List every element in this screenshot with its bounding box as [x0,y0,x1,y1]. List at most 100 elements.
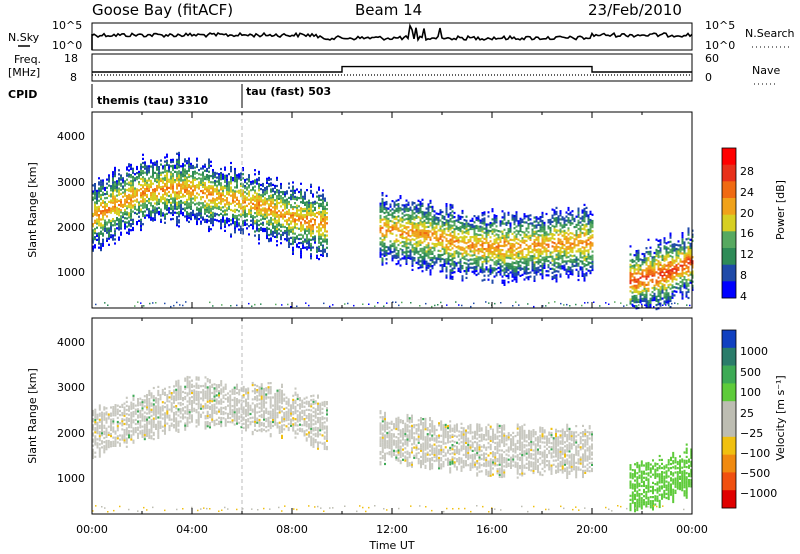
power-echo-1 [395,256,398,259]
power-echo-0 [106,227,108,230]
power-echo-0 [142,210,144,214]
power-echo-2 [629,271,632,274]
power-echo-0 [264,203,266,206]
power-echo-1 [421,231,424,234]
power-echo-1 [569,219,572,222]
power-echo-0 [150,214,152,217]
power-echo-1 [535,248,538,252]
power-echo-0 [140,194,142,197]
power-echo-1 [489,252,492,255]
power-echo-1 [469,219,472,222]
power-echo-1 [541,238,544,241]
power-echo-1 [431,250,434,253]
power-echo-1 [439,254,442,257]
power-echo-0 [206,190,208,193]
power-echo-0 [230,178,232,181]
power-echo-0 [202,185,204,188]
power-echo-1 [487,248,490,251]
power-echo-1 [399,229,402,232]
power-echo-1 [473,233,476,236]
power-echo-0 [258,185,260,188]
power-echo-1 [589,241,592,244]
power-echo-0 [184,186,186,189]
power-echo-1 [393,205,396,208]
power-echo-0 [184,174,186,177]
power-echo-1 [427,205,430,208]
power-echo-1 [393,256,396,259]
power-echo-0 [266,177,268,180]
power-echo-1 [385,225,388,228]
power-echo-0 [162,212,164,215]
power-echo-0 [234,172,236,175]
power-echo-0 [186,186,188,189]
power-echo-0 [264,207,266,210]
power-echo-1 [475,224,478,228]
power-echo-1 [451,253,454,256]
power-echo-1 [585,206,588,209]
power-echo-0 [172,217,174,221]
power-echo-0 [326,238,328,241]
power-echo-1 [467,259,470,262]
power-echo-1 [535,273,538,276]
power-echo-1 [409,214,412,217]
power-echo-2 [659,290,662,293]
power-echo-2 [681,248,684,251]
power-echo-0 [204,204,206,207]
power-echo-1 [411,201,414,204]
power-echo-0 [270,196,272,199]
power-echo-1 [591,230,594,233]
power-echo-0 [146,165,148,168]
power-echo-2 [669,306,672,309]
power-echo-0 [138,205,140,208]
power-echo-2 [677,268,680,271]
power-echo-0 [264,199,266,202]
power-echo-1 [525,262,528,265]
power-echo-0 [172,207,174,210]
power-echo-1 [465,227,468,230]
power-echo-1 [421,255,424,258]
power-echo-1 [431,209,434,213]
power-echo-0 [290,198,292,201]
power-echo-1 [589,237,592,240]
power-echo-0 [236,208,238,212]
power-echo-0 [206,176,208,179]
power-echo-2 [647,238,650,241]
power-echo-0 [140,163,142,166]
power-echo-0 [116,182,118,185]
power-echo-0 [146,167,148,170]
power-echo-1 [565,235,568,239]
power-echo-0 [146,208,148,211]
power-echo-2 [683,263,686,267]
power-echo-0 [266,216,268,219]
power-echo-1 [555,249,558,252]
power-echo-2 [643,293,646,296]
power-echo-1 [379,206,382,209]
power-echo-0 [162,177,164,180]
power-echo-1 [397,262,400,265]
power-echo-2 [631,291,634,294]
power-echo-0 [210,211,212,214]
power-echo-0 [242,211,244,215]
power-echo-1 [515,268,518,271]
power-echo-1 [555,278,558,281]
power-echo-0 [120,211,122,214]
power-echo-0 [94,195,96,198]
power-echo-1 [579,231,582,234]
power-echo-0 [228,218,230,221]
power-echo-0 [180,175,182,178]
power-echo-0 [264,193,266,196]
power-echo-1 [543,234,546,237]
power-echo-0 [160,200,162,203]
power-echo-1 [421,225,424,228]
power-echo-1 [525,239,528,242]
power-echo-1 [533,253,536,256]
power-echo-1 [565,250,568,253]
power-echo-0 [246,198,248,201]
power-echo-1 [539,234,542,237]
power-echo-0 [222,194,224,197]
power-echo-2 [633,272,636,275]
power-echo-1 [583,252,586,255]
power-echo-1 [465,215,468,218]
power-echo-1 [491,267,494,270]
power-echo-0 [118,181,120,184]
